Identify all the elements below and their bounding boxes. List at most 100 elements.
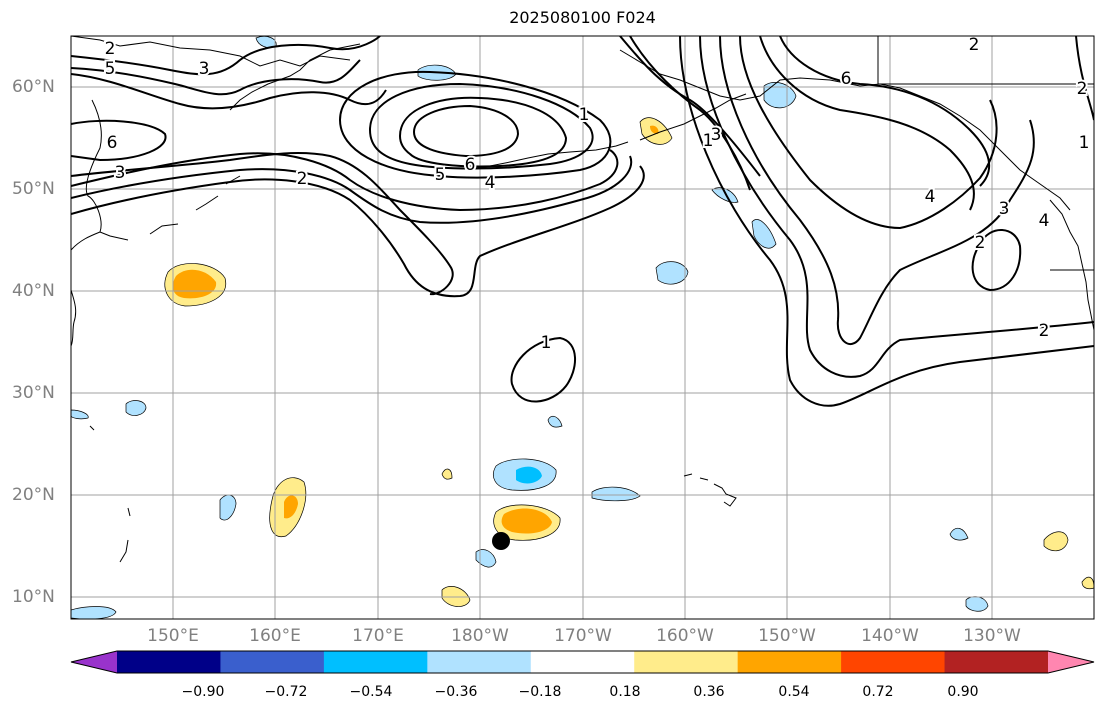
lat-label: 40°N xyxy=(12,281,55,301)
negative-anomaly-58n-152w xyxy=(763,82,797,109)
colorbar-tick-label: 0.54 xyxy=(778,684,810,700)
positive-anomaly-22n-184 xyxy=(441,468,453,480)
contour-label: 5 xyxy=(105,59,116,79)
lon-label: 150°W xyxy=(758,626,816,646)
contour-label: 6 xyxy=(841,69,852,89)
lon-label: 150°E xyxy=(147,626,199,646)
contour-label: 6 xyxy=(465,155,476,175)
contour-label: 2 xyxy=(1077,79,1088,99)
positive-anomaly-10n-182 xyxy=(441,586,471,607)
contour-label: 4 xyxy=(1039,211,1050,231)
contour-label: 6 xyxy=(107,133,118,153)
coast-chukotka xyxy=(229,43,361,111)
boundary-canada-us xyxy=(877,36,1094,271)
map-frame xyxy=(70,35,1095,620)
contour-label: 2 xyxy=(1039,321,1050,341)
contour-label: 3 xyxy=(999,199,1010,219)
storm-center-marker xyxy=(492,532,510,550)
colorbar-tick-label: 0.18 xyxy=(609,684,641,700)
contour-5-north xyxy=(71,73,387,110)
lat-label: 30°N xyxy=(12,383,55,403)
contour-5-low-ring xyxy=(368,82,594,170)
coast-kamchatka-kuril xyxy=(71,99,241,251)
colorbar-tick-label: 0.72 xyxy=(862,684,894,700)
positive-anomaly-core-17n-173w xyxy=(501,508,552,534)
lon-label: 160°E xyxy=(249,626,301,646)
colorbar-segment xyxy=(737,651,842,673)
negative-anomaly-28n-148e xyxy=(71,409,89,420)
colorbar-tick-label: 0.36 xyxy=(693,684,725,700)
contour-7-low-core xyxy=(412,104,520,158)
map-plot-area: 2 5 3 6 3 2 6 5 4 1 1 3 6 4 2 3 2 2 1 4 … xyxy=(71,35,1094,619)
contour-label: 3 xyxy=(199,59,210,79)
contour-label: 2 xyxy=(297,169,308,189)
contour-3-east-trough xyxy=(719,36,1035,345)
negative-anomaly-core-22n-172w xyxy=(516,466,542,484)
lat-label: 20°N xyxy=(12,485,55,505)
contour-label: 3 xyxy=(711,125,722,145)
contour-4-east-trough xyxy=(739,36,998,230)
coast-alaska xyxy=(619,49,1071,211)
lon-label: 170°E xyxy=(352,626,404,646)
contour-3-east-left xyxy=(619,36,761,177)
contour-label: 1 xyxy=(579,105,590,125)
colorbar-segment xyxy=(634,651,739,673)
lat-label: 10°N xyxy=(12,587,55,607)
negative-anomaly-13n-178e xyxy=(475,549,497,568)
contour-1-subtropical xyxy=(510,336,577,403)
lon-label: 140°W xyxy=(861,626,919,646)
negative-anomaly-29n-152e xyxy=(125,400,147,416)
contour-6-kamchatka xyxy=(71,119,167,162)
colorbar-extend-low xyxy=(71,651,117,673)
colorbar-tick-label: −0.18 xyxy=(518,684,562,700)
contour-2-east-left xyxy=(629,36,751,191)
negative-anomaly-19n-164w xyxy=(591,486,641,502)
contour-labels: 2 5 3 6 3 2 6 5 4 1 1 3 6 4 2 3 2 2 1 4 … xyxy=(103,35,1092,355)
contour-4-west xyxy=(71,155,633,224)
colorbar-outline xyxy=(70,650,1095,674)
contour-1-east xyxy=(679,36,1094,407)
negative-anomaly-9n-148e xyxy=(71,606,117,619)
contour-2-north xyxy=(71,36,381,76)
colorbar-segment xyxy=(530,651,635,673)
positive-anomaly-12n-122w xyxy=(1081,576,1094,590)
negative-anomaly-47n-152w xyxy=(751,219,777,249)
contour-2-ring-42n xyxy=(971,229,1022,292)
negative-anomaly-41n-160w xyxy=(655,261,689,285)
lon-label: 170°W xyxy=(554,626,612,646)
contour-label: 1 xyxy=(1079,133,1090,153)
contour-5-east-trough xyxy=(759,36,975,211)
contour-label: 4 xyxy=(485,173,496,193)
contour-3-west xyxy=(71,152,454,296)
contour-3-north xyxy=(71,59,361,96)
colorbar xyxy=(70,650,1095,674)
contour-ne-corner xyxy=(1075,36,1094,121)
islands-marianas xyxy=(119,507,131,563)
colorbar-segment xyxy=(427,651,532,673)
colorbar-tick-label: 0.90 xyxy=(947,684,979,700)
shaded-anomaly-regions xyxy=(71,36,1094,619)
contour-6-low-ring xyxy=(398,96,568,168)
coast-north-america-west xyxy=(1049,199,1094,331)
contour-label: 1 xyxy=(541,333,552,353)
islands-ryukyu xyxy=(89,425,95,431)
positive-anomaly-core-20n-162e xyxy=(284,495,298,519)
coast-asia-mainland xyxy=(71,289,77,347)
contour-4-low-ring xyxy=(338,70,612,179)
contour-5-west xyxy=(71,149,619,212)
contour-label: 2 xyxy=(105,39,116,59)
contour-2-west xyxy=(71,165,645,298)
lon-label: 180°W xyxy=(451,626,509,646)
lat-label: 50°N xyxy=(12,179,55,199)
contour-6-east-trough xyxy=(779,36,990,187)
contour-label: 5 xyxy=(435,165,446,185)
colorbar-tick-label: −0.72 xyxy=(264,684,308,700)
lon-label: 160°W xyxy=(656,626,714,646)
colorbar-segment xyxy=(944,651,1049,673)
negative-anomaly-28n-176w xyxy=(547,415,563,428)
contour-label: 2 xyxy=(969,35,980,55)
contour-label: 2 xyxy=(975,233,986,253)
contour-label: 3 xyxy=(115,163,126,183)
colorbar-extend-high xyxy=(1048,651,1094,673)
